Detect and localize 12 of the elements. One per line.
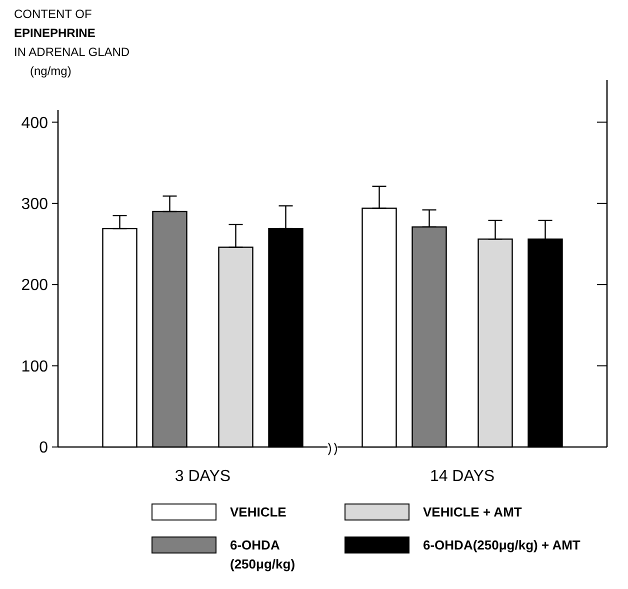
legend-label: VEHICLE xyxy=(230,504,287,520)
legend-label: 6-OHDA(250μg/kg) + AMT xyxy=(423,538,580,553)
y-tick-label: 100 xyxy=(21,358,48,376)
x-tick-label: 3 DAYS xyxy=(174,468,231,485)
x-tick-label: 14 DAYS xyxy=(430,468,495,485)
y-tick-label: 200 xyxy=(21,277,48,294)
y-tick-label: 400 xyxy=(21,114,48,132)
legend-label: 6-OHDA (250μg/kg) xyxy=(230,538,296,572)
y-axis-title: CONTENT OF EPINEPHRINE IN ADRENAL GLAND (ng/mg) xyxy=(14,7,130,78)
y-tick-label: 300 xyxy=(21,196,48,213)
y-tick-label: 0 xyxy=(39,440,48,457)
legend-label: VEHICLE + AMT xyxy=(423,504,522,520)
